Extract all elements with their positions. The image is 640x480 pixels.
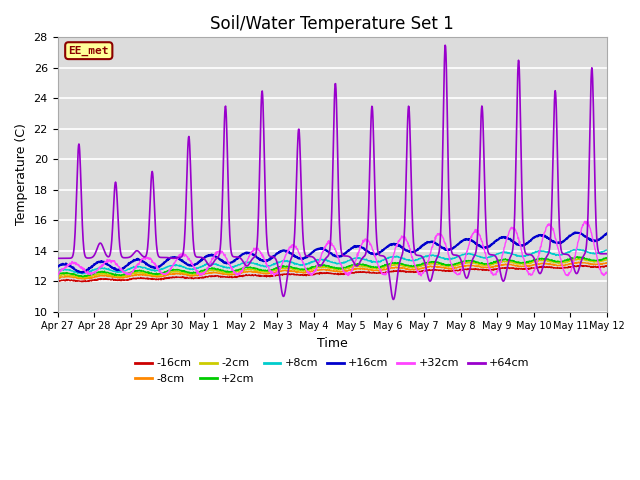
- X-axis label: Time: Time: [317, 337, 348, 350]
- Y-axis label: Temperature (C): Temperature (C): [15, 123, 28, 226]
- Title: Soil/Water Temperature Set 1: Soil/Water Temperature Set 1: [211, 15, 454, 33]
- Legend: -16cm, -8cm, -2cm, +2cm, +8cm, +16cm, +32cm, +64cm: -16cm, -8cm, -2cm, +2cm, +8cm, +16cm, +3…: [131, 354, 534, 388]
- Text: EE_met: EE_met: [68, 46, 109, 56]
